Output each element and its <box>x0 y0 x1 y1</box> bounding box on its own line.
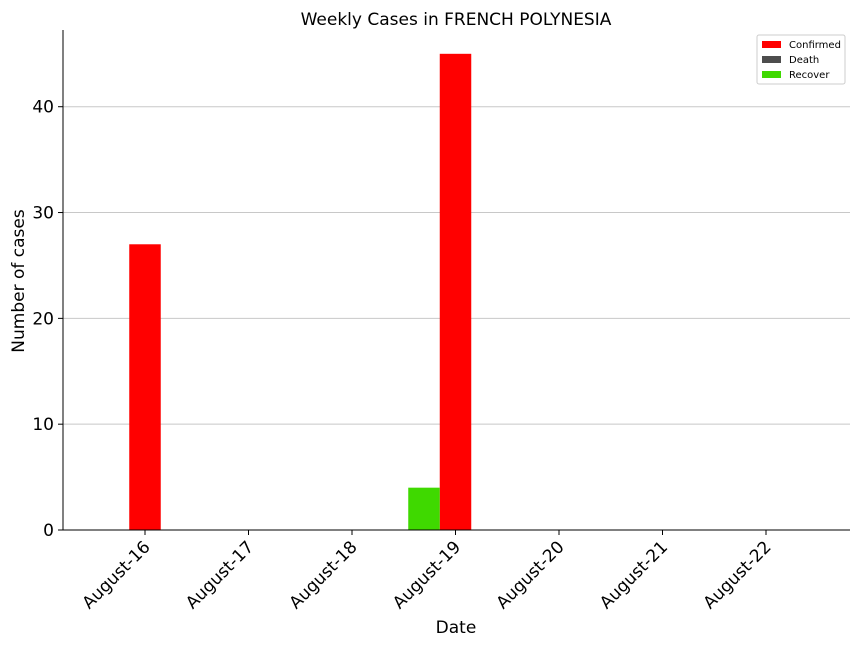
x-tick-label-august-22: August-22 <box>700 537 776 613</box>
legend: Confirmed Death Recover <box>756 34 846 85</box>
legend-label-confirmed: Confirmed <box>789 40 841 51</box>
y-ticks: 0 10 20 30 40 <box>32 98 63 541</box>
legend-label-recover: Recover <box>789 70 830 81</box>
y-tick-label-30: 30 <box>32 204 54 224</box>
x-tick-label-august-20: August-20 <box>493 537 569 613</box>
legend-swatch-recover <box>762 71 781 78</box>
y-tick-label-0: 0 <box>43 521 54 541</box>
chart-title: Weekly Cases in FRENCH POLYNESIA <box>301 10 612 30</box>
x-tick-label-august-19: August-19 <box>389 537 465 613</box>
x-tick-label-august-16: August-16 <box>79 537 155 613</box>
x-tick-label-august-18: August-18 <box>286 537 362 613</box>
x-tick-label-august-17: August-17 <box>182 537 258 613</box>
x-tick-label-august-21: August-21 <box>596 537 672 613</box>
bar-recover-august-19 <box>408 487 440 530</box>
y-tick-label-20: 20 <box>32 309 54 329</box>
y-tick-label-10: 10 <box>32 415 54 435</box>
y-tick-label-40: 40 <box>32 98 54 118</box>
y-axis-label: Number of cases <box>9 209 29 353</box>
bars <box>129 53 472 531</box>
axes <box>62 30 850 531</box>
legend-swatch-confirmed <box>762 41 781 48</box>
bar-confirmed-august-16 <box>129 244 161 531</box>
x-ticks: August-16 August-17 August-18 August-19 Augu… <box>79 530 776 613</box>
x-axis-label: Date <box>436 618 477 638</box>
legend-swatch-death <box>762 56 781 63</box>
bar-confirmed-august-19 <box>439 53 472 531</box>
legend-label-death: Death <box>789 55 819 66</box>
